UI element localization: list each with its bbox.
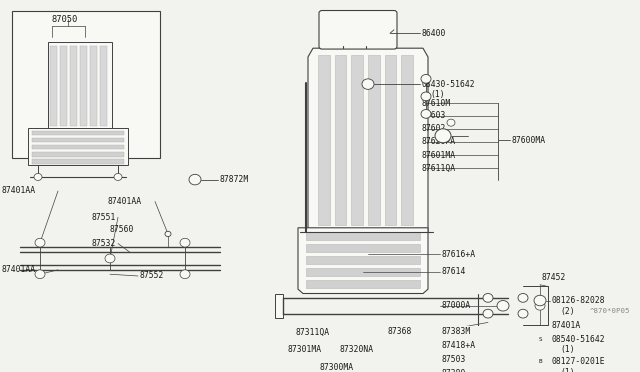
- Bar: [32, 131, 124, 135]
- Circle shape: [114, 173, 122, 180]
- Circle shape: [105, 254, 115, 263]
- Text: 87503: 87503: [442, 355, 467, 364]
- Circle shape: [435, 129, 451, 143]
- Bar: [50, 45, 56, 126]
- Text: 87300MA: 87300MA: [320, 363, 354, 372]
- Circle shape: [518, 309, 528, 318]
- Circle shape: [534, 357, 546, 367]
- Text: 87560: 87560: [110, 225, 134, 234]
- Bar: [318, 55, 330, 225]
- Text: 87380: 87380: [442, 369, 467, 372]
- Circle shape: [421, 109, 431, 118]
- Text: 87611QA: 87611QA: [422, 164, 456, 173]
- Circle shape: [534, 295, 546, 306]
- Circle shape: [180, 238, 190, 247]
- Text: 87418+A: 87418+A: [442, 341, 476, 350]
- Text: (1): (1): [430, 90, 445, 99]
- Text: 87452: 87452: [542, 273, 566, 282]
- Text: 87000A: 87000A: [442, 301, 471, 310]
- Bar: [32, 159, 124, 164]
- Circle shape: [180, 270, 190, 279]
- Text: 87401AA: 87401AA: [108, 197, 142, 206]
- Text: (1): (1): [560, 368, 575, 372]
- Bar: [306, 268, 420, 276]
- Text: 87552: 87552: [140, 272, 164, 280]
- Text: 87383M: 87383M: [442, 327, 471, 336]
- Bar: [306, 244, 420, 252]
- Circle shape: [421, 92, 431, 101]
- Bar: [12, 10, 160, 158]
- Text: 08430-51642: 08430-51642: [422, 80, 476, 89]
- Text: 08540-51642: 08540-51642: [552, 334, 605, 344]
- Text: (1): (1): [560, 345, 575, 354]
- Circle shape: [421, 74, 431, 83]
- Circle shape: [35, 238, 45, 247]
- Text: 87368: 87368: [388, 327, 412, 336]
- Text: S: S: [366, 81, 370, 87]
- Circle shape: [362, 79, 374, 89]
- Bar: [32, 152, 124, 157]
- Text: 87602: 87602: [422, 124, 446, 133]
- Text: 87872M: 87872M: [220, 175, 249, 184]
- Circle shape: [535, 301, 545, 310]
- Circle shape: [483, 294, 493, 302]
- Text: 87600MA: 87600MA: [512, 136, 546, 145]
- Text: 87603: 87603: [422, 111, 446, 120]
- Bar: [306, 280, 420, 288]
- Bar: [275, 294, 283, 318]
- Bar: [285, 343, 393, 357]
- Circle shape: [34, 173, 42, 180]
- Text: 87401AA: 87401AA: [2, 186, 36, 196]
- Text: S: S: [538, 337, 542, 341]
- Text: 08126-82028: 08126-82028: [552, 296, 605, 305]
- Bar: [90, 45, 97, 126]
- Bar: [70, 45, 77, 126]
- Bar: [306, 256, 420, 264]
- Text: 87610M: 87610M: [422, 99, 451, 108]
- Bar: [80, 45, 86, 126]
- Text: 08127-0201E: 08127-0201E: [552, 357, 605, 366]
- Text: 87551: 87551: [92, 213, 116, 222]
- Text: 87614: 87614: [442, 267, 467, 276]
- Circle shape: [165, 231, 171, 237]
- Circle shape: [35, 270, 45, 279]
- Circle shape: [518, 294, 528, 302]
- Text: 87320NA: 87320NA: [340, 345, 374, 354]
- Circle shape: [483, 309, 493, 318]
- Text: B: B: [538, 359, 542, 364]
- Text: ^870*0P05: ^870*0P05: [589, 308, 630, 314]
- Text: 87616+A: 87616+A: [442, 250, 476, 259]
- Bar: [335, 55, 346, 225]
- Circle shape: [534, 334, 546, 344]
- Text: 87311QA: 87311QA: [296, 328, 330, 337]
- Circle shape: [447, 119, 455, 126]
- Bar: [32, 145, 124, 149]
- Text: 86400: 86400: [422, 29, 446, 38]
- Text: 87050: 87050: [52, 15, 78, 24]
- Polygon shape: [308, 48, 428, 232]
- Bar: [100, 45, 106, 126]
- Polygon shape: [48, 42, 112, 130]
- Text: 87532: 87532: [92, 239, 116, 248]
- Bar: [60, 45, 67, 126]
- Text: 87401A: 87401A: [552, 321, 581, 330]
- Polygon shape: [298, 228, 428, 294]
- Text: 87301MA: 87301MA: [288, 345, 322, 354]
- Circle shape: [189, 174, 201, 185]
- Text: B: B: [538, 298, 542, 303]
- Polygon shape: [28, 128, 128, 165]
- Bar: [385, 55, 396, 225]
- Bar: [368, 55, 380, 225]
- Circle shape: [497, 301, 509, 311]
- Text: (2): (2): [560, 307, 575, 315]
- Bar: [351, 55, 363, 225]
- Text: 87401AA: 87401AA: [2, 265, 36, 274]
- Bar: [32, 138, 124, 142]
- Text: 87620PA: 87620PA: [422, 137, 456, 147]
- Bar: [306, 232, 420, 240]
- FancyBboxPatch shape: [319, 10, 397, 49]
- Bar: [401, 55, 413, 225]
- Text: 87601MA: 87601MA: [422, 151, 456, 160]
